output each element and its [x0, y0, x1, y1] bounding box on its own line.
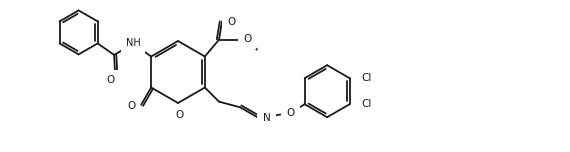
Text: O: O: [227, 17, 235, 27]
Text: O: O: [175, 110, 183, 120]
Text: NH: NH: [126, 38, 141, 48]
Text: Cl: Cl: [361, 99, 372, 109]
Text: O: O: [106, 75, 114, 85]
Text: O: O: [127, 101, 135, 111]
Text: N: N: [263, 113, 270, 123]
Text: O: O: [243, 34, 251, 44]
Text: O: O: [286, 108, 295, 118]
Text: Cl: Cl: [361, 73, 372, 83]
